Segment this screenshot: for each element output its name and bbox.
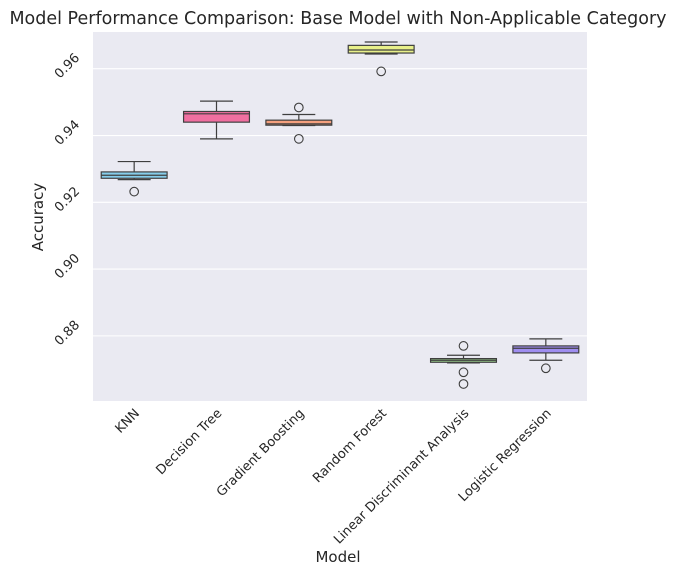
box-iqr (182, 110, 251, 123)
y-axis-label: Accuracy (29, 183, 47, 252)
outlier-point (458, 367, 469, 378)
y-tick-label: 0.90 (52, 251, 83, 282)
box-layer (100, 41, 580, 389)
box-group-0 (100, 160, 168, 197)
x-tick-label: Linear Discriminant Analysis (331, 406, 472, 547)
box-iqr (265, 119, 333, 126)
outlier-point (293, 102, 304, 113)
x-axis-label: Model (315, 548, 360, 566)
box-iqr (347, 44, 415, 54)
outlier-point (293, 134, 304, 144)
box-group-1 (182, 100, 251, 140)
y-tick-label: 0.88 (52, 318, 83, 349)
grid-layer (93, 68, 587, 337)
outlier-point (540, 363, 551, 374)
outlier-point (129, 186, 140, 197)
box-group-4 (429, 341, 498, 389)
chart-title: Model Performance Comparison: Base Model… (9, 9, 666, 29)
x-tick-label: Decision Tree (154, 406, 226, 478)
y-tick-label: 0.92 (52, 184, 83, 215)
box-group-2 (265, 102, 333, 144)
y-tick-label: 0.94 (52, 118, 83, 149)
box-group-3 (347, 41, 415, 77)
x-tick-label: Random Forest (310, 406, 390, 486)
x-tick-label: KNN (113, 406, 143, 436)
x-tick-label: Logistic Regression (456, 406, 555, 505)
y-tick-labels: 0.88 0.90 0.92 0.94 0.96 (52, 51, 83, 349)
box-group-5 (512, 338, 580, 374)
outlier-point (458, 341, 469, 351)
x-tick-label: Gradient Boosting (214, 406, 308, 500)
box-iqr (512, 345, 580, 354)
y-tick-label: 0.96 (52, 51, 83, 82)
outlier-point (458, 379, 469, 389)
plot-background (93, 32, 587, 401)
outlier-point (376, 66, 387, 77)
